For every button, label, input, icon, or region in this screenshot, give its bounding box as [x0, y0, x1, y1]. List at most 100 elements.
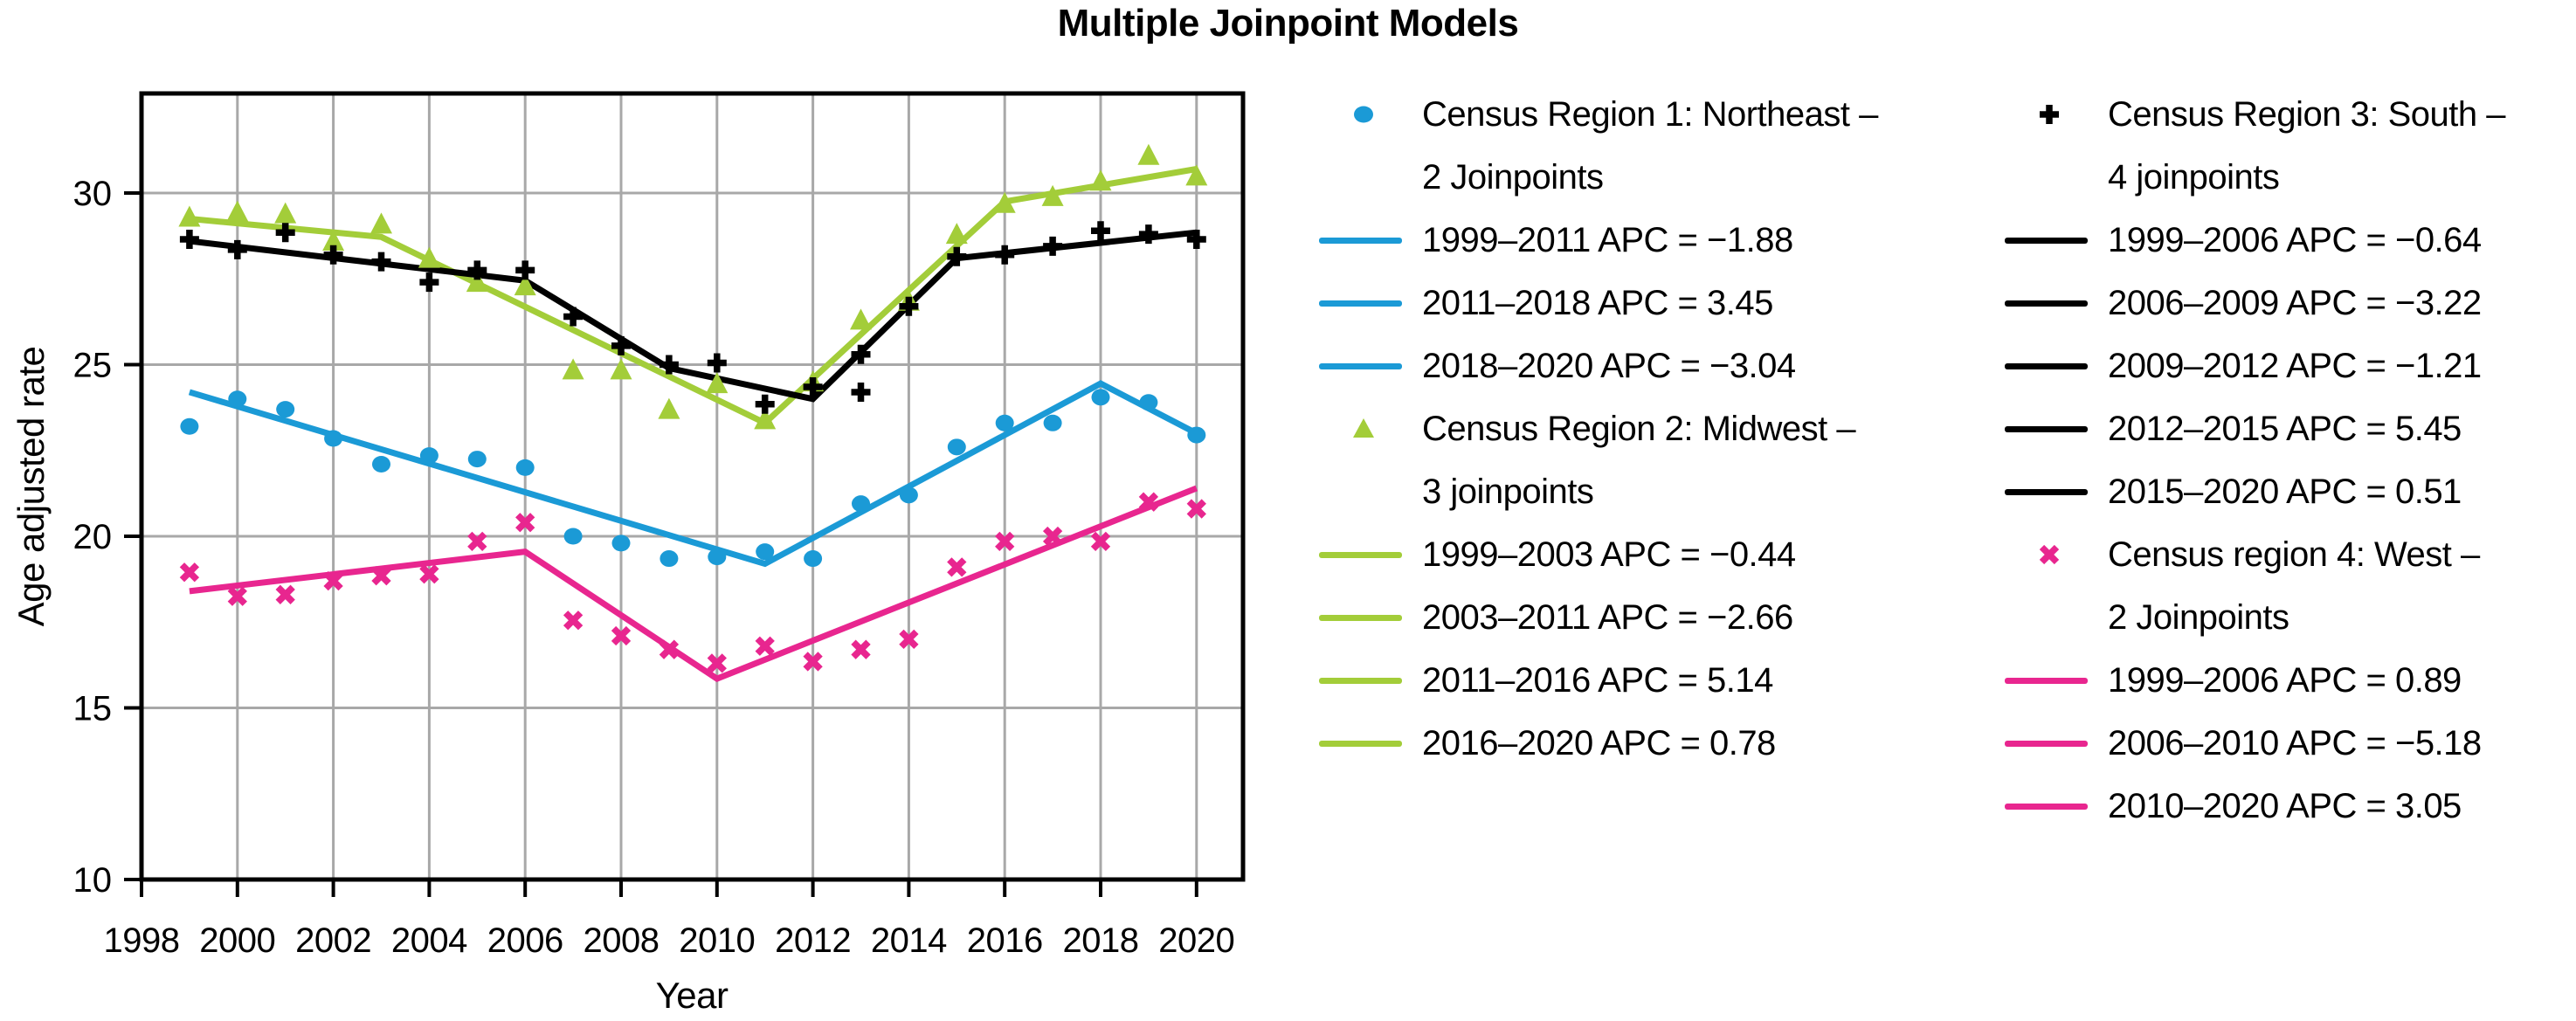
circle-marker [515, 459, 535, 476]
circle-marker [947, 438, 966, 456]
x-tick-label: 2008 [584, 921, 660, 960]
circle-marker [660, 550, 679, 568]
legend-apc-label: 2015–2020 APC = 0.51 [2108, 473, 2462, 511]
legend-apc-entry: 2011–2016 APC = 5.14 [1315, 649, 1965, 712]
x-marker [1186, 499, 1206, 519]
triangle-marker [1041, 184, 1064, 206]
triangle-marker [1185, 164, 1208, 186]
triangle-marker [562, 358, 584, 380]
legend-series-line2: 3 joinpoints [1422, 473, 1594, 511]
circle-marker [419, 447, 439, 465]
plus-marker-icon [2040, 105, 2059, 124]
plus-marker [323, 245, 343, 265]
plus-marker [419, 272, 439, 293]
legend-swatch-cell [1315, 335, 1422, 397]
y-axis-label: Age adjusted rate [10, 346, 52, 627]
circle-marker [180, 417, 199, 435]
plus-marker [467, 260, 487, 280]
legend-series-line2: 2 Joinpoints [2108, 598, 2289, 637]
triangle-marker [610, 358, 632, 380]
legend-series-header: Census Region 1: Northeast – 2 Joinpoints [1315, 83, 1965, 209]
legend-apc-label: 2012–2015 APC = 5.45 [2108, 410, 2462, 448]
x-marker [371, 566, 391, 586]
legend-column-1: Census Region 1: Northeast – 2 Joinpoints… [1315, 83, 1965, 775]
x-marker [419, 564, 439, 584]
plus-marker [515, 260, 535, 280]
legend-series-line1: Census Region 3: South – [2108, 95, 2505, 134]
triangle-marker [706, 372, 729, 394]
line-swatch-icon [1319, 551, 1402, 558]
plus-marker [1186, 230, 1206, 250]
legend-marker-cell [2000, 83, 2108, 146]
triangle-marker [322, 230, 345, 252]
legend-apc-entry: 2006–2009 APC = −3.22 [2000, 272, 2576, 335]
legend-swatch-cell [1315, 272, 1422, 335]
x-tick-label: 2000 [199, 921, 275, 960]
x-tick-labels: 1998 2000 2002 2004 2006 2008 2010 2012 2014 2016… [104, 921, 1235, 960]
legend-apc-label: 2009–2012 APC = −1.21 [2108, 347, 2482, 385]
legend-apc-entry: 2009–2012 APC = −1.21 [2000, 335, 2576, 397]
legend-swatch-cell [2000, 209, 2108, 272]
legend-swatch-cell [2000, 775, 2108, 838]
x-marker [947, 557, 967, 577]
triangle-marker [1089, 169, 1112, 191]
circle-marker [372, 455, 390, 473]
legend-apc-entry: 1999–2003 APC = −0.44 [1315, 523, 1965, 586]
legend-apc-entry: 1999–2006 APC = −0.64 [2000, 209, 2576, 272]
circle-marker [899, 486, 918, 504]
triangle-marker-icon [1353, 418, 1374, 438]
plus-marker [707, 353, 727, 373]
x-marker [323, 570, 343, 591]
circle-marker [804, 550, 823, 568]
legend-series-line1: Census Region 1: Northeast – [1422, 95, 1878, 134]
legend-series-line2: 4 joinpoints [2108, 158, 2280, 197]
circle-marker [563, 528, 583, 545]
triangle-marker [514, 274, 536, 296]
circle-marker [708, 548, 727, 566]
line-swatch-icon [2005, 300, 2088, 307]
x-tick-label: 2016 [967, 921, 1043, 960]
legend-apc-label: 2003–2011 APC = −2.66 [1422, 598, 1793, 637]
x-marker [659, 639, 680, 659]
axis-ticks [124, 191, 1198, 897]
legend-apc-label: 2016–2020 APC = 0.78 [1422, 724, 1776, 762]
circle-marker [1187, 426, 1206, 444]
circle-marker-icon [1354, 106, 1373, 123]
legend-series-line1: Census Region 2: Midwest – [1422, 410, 1856, 448]
legend-apc-entry: 2011–2018 APC = 3.45 [1315, 272, 1965, 335]
circle-marker [228, 390, 247, 408]
legend-swatch-cell [2000, 272, 2108, 335]
x-marker [707, 653, 727, 673]
legend-apc-label: 2006–2009 APC = −3.22 [2108, 284, 2482, 322]
circle-marker [467, 451, 487, 468]
legend-marker-cell [1315, 397, 1422, 460]
plus-marker [1043, 236, 1063, 256]
x-marker [1138, 492, 1159, 512]
x-marker-icon [2039, 544, 2060, 565]
line-swatch-icon [1319, 740, 1402, 747]
circle-marker [1091, 389, 1110, 406]
x-marker [803, 652, 823, 672]
y-tick-label: 20 [73, 518, 113, 556]
x-tick-label: 2014 [871, 921, 947, 960]
x-marker [515, 513, 535, 533]
line-swatch-icon [1319, 300, 1402, 307]
legend-series-header: Census Region 3: South – 4 joinpoints [2000, 83, 2576, 209]
line-swatch-icon [2005, 237, 2088, 244]
line-swatch-icon [2005, 803, 2088, 810]
x-marker [275, 584, 295, 604]
line-swatch-icon [1319, 237, 1402, 244]
chart-title: Multiple Joinpoint Models [1057, 2, 1519, 45]
y-tick-labels: 10 15 20 25 30 [73, 175, 113, 900]
x-marker [179, 562, 200, 583]
circle-marker [276, 401, 295, 418]
circle-marker [995, 414, 1014, 431]
x-marker [611, 625, 632, 646]
legend-swatch-cell [1315, 523, 1422, 586]
legend-swatch-cell [2000, 649, 2108, 712]
legend-swatch-cell [1315, 649, 1422, 712]
triangle-marker [226, 200, 249, 222]
x-marker [755, 636, 775, 656]
x-marker [227, 586, 247, 606]
legend-apc-label: 1999–2011 APC = −1.88 [1422, 221, 1793, 259]
